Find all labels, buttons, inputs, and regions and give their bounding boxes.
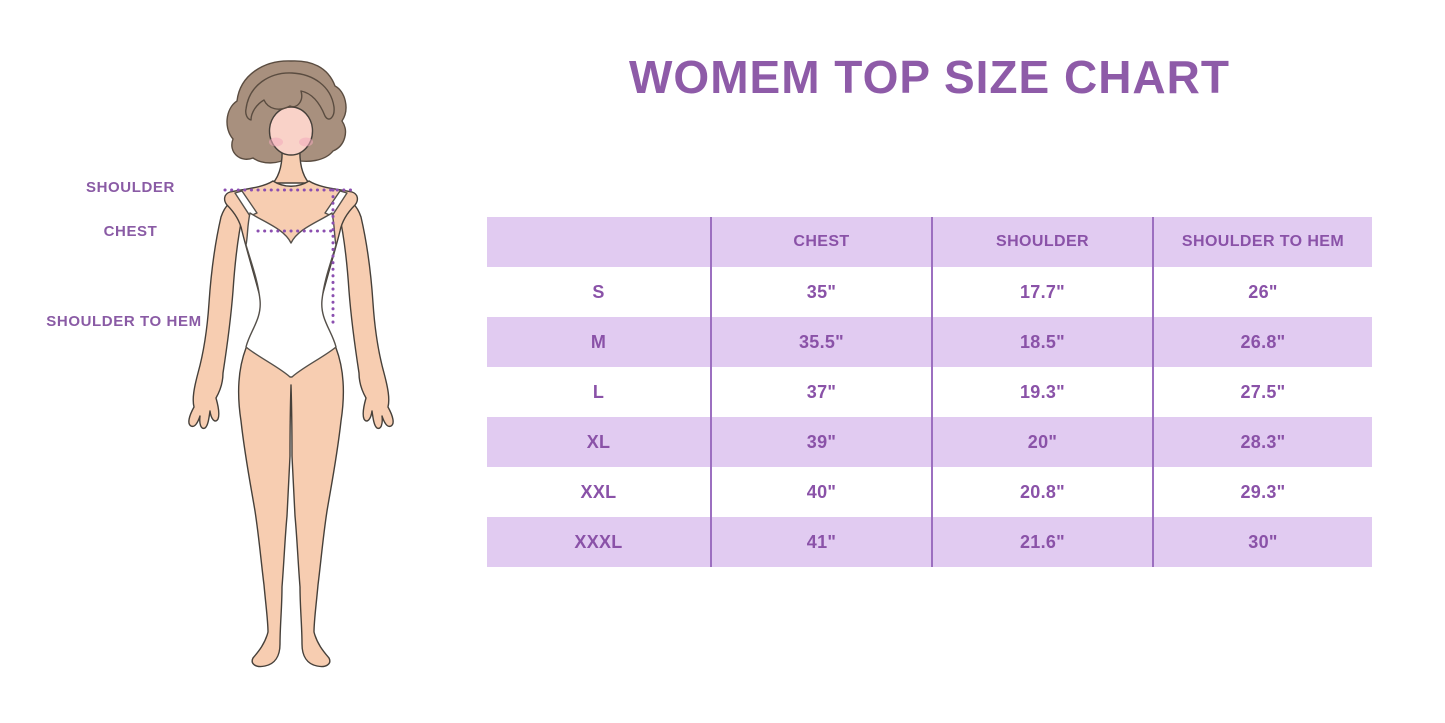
size-cell: L: [487, 367, 710, 417]
shoulder-value-cell: 17.7": [931, 267, 1152, 317]
size-cell: XXL: [487, 467, 710, 517]
size-cell: M: [487, 317, 710, 367]
shoulder-to-hem-value-cell: 27.5": [1152, 367, 1372, 417]
size-cell: XL: [487, 417, 710, 467]
label-chest: CHEST: [103, 223, 158, 240]
leotard-strap-right: [324, 190, 348, 217]
page-title: WOMEM TOP SIZE CHART: [629, 51, 1230, 103]
chest-value-cell: 41": [710, 517, 931, 567]
leotard-strap-left: [234, 190, 258, 217]
right-arm: [338, 195, 394, 430]
shoulder-value-cell: 18.5": [931, 317, 1152, 367]
shoulder-to-hem-value-cell: 28.3": [1152, 417, 1372, 467]
blush-right: [299, 137, 313, 147]
chest-value-cell: 35.5": [710, 317, 931, 367]
hair-front: [245, 72, 335, 121]
shoulder-value-cell: 19.3": [931, 367, 1152, 417]
shoulder-to-hem-value-cell: 26": [1152, 267, 1372, 317]
chest-value-cell: 40": [710, 467, 931, 517]
face: [268, 106, 314, 156]
chest-value-cell: 37": [710, 367, 931, 417]
woman-figure-svg: [188, 60, 394, 668]
size-table: CHEST SHOULDER SHOULDER TO HEM S 35" 17.…: [487, 217, 1372, 567]
shoulder-to-hem-value-cell: 30": [1152, 517, 1372, 567]
column-header-shoulder: SHOULDER: [931, 217, 1152, 267]
label-shoulder: SHOULDER: [86, 179, 175, 196]
column-header-shoulder-to-hem: SHOULDER TO HEM: [1152, 217, 1372, 267]
leotard-bodice: [245, 212, 337, 378]
left-arm: [188, 195, 244, 430]
column-header-chest: CHEST: [710, 217, 931, 267]
shoulder-value-cell: 20.8": [931, 467, 1152, 517]
shoulder-to-hem-value-cell: 29.3": [1152, 467, 1372, 517]
chest-value-cell: 39": [710, 417, 931, 467]
woman-figure-illustration: [180, 55, 400, 670]
size-cell: XXXL: [487, 517, 710, 567]
blush-left: [269, 137, 283, 147]
column-header-size: [487, 217, 710, 267]
shoulder-value-cell: 20": [931, 417, 1152, 467]
size-cell: S: [487, 267, 710, 317]
shoulder-value-cell: 21.6": [931, 517, 1152, 567]
label-shoulder-to-hem: SHOULDER TO HEM: [46, 313, 202, 330]
chest-value-cell: 35": [710, 267, 931, 317]
shoulder-to-hem-value-cell: 26.8": [1152, 317, 1372, 367]
